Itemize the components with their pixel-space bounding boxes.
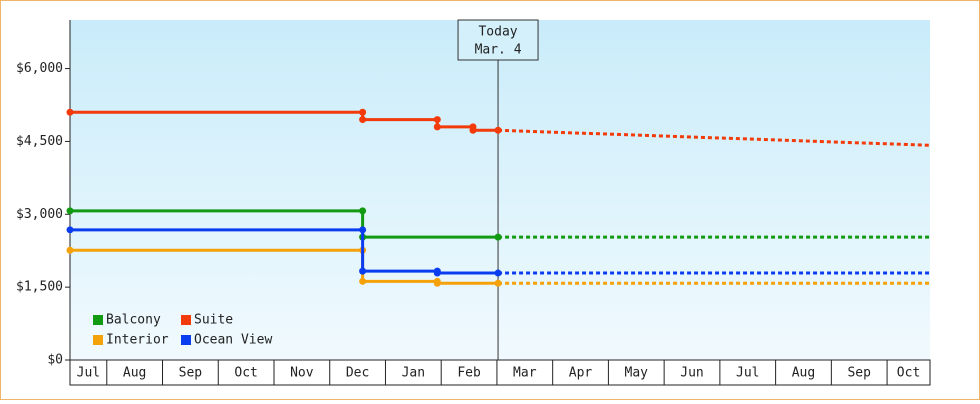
point	[469, 126, 477, 134]
x-tick-label: Dec	[346, 366, 369, 381]
x-tick-label: Jul	[736, 366, 759, 381]
x-tick-label: Oct	[234, 366, 257, 381]
x-tick-label: Aug	[123, 366, 146, 381]
x-tick-label: Jul	[77, 366, 100, 381]
legend-swatch	[93, 315, 103, 325]
legend-label: Suite	[194, 313, 233, 328]
point	[433, 269, 441, 277]
x-tick-label: May	[625, 366, 649, 381]
x-tick-label: Aug	[792, 366, 815, 381]
x-tick-label: Feb	[457, 366, 481, 381]
y-tick-label: $1,500	[16, 280, 63, 295]
point	[359, 277, 367, 285]
legend-label: Ocean View	[194, 333, 272, 348]
legend-label: Interior	[106, 333, 169, 348]
x-tick-label: Nov	[290, 366, 314, 381]
y-tick-label: $3,000	[16, 207, 63, 222]
point	[359, 207, 367, 215]
series	[66, 207, 930, 241]
point	[359, 108, 367, 116]
point	[494, 233, 502, 241]
legend-swatch	[181, 335, 191, 345]
series	[66, 226, 930, 277]
point	[494, 269, 502, 277]
x-tick-label: Jan	[402, 366, 425, 381]
y-tick-label: $4,500	[16, 134, 63, 149]
point	[66, 108, 74, 116]
point	[359, 226, 367, 234]
point	[359, 267, 367, 275]
point	[433, 279, 441, 287]
x-tick-label: Oct	[897, 366, 920, 381]
series	[66, 108, 931, 147]
legend-swatch	[93, 335, 103, 345]
point	[433, 116, 441, 124]
x-tick-label: Mar	[513, 366, 537, 381]
x-tick-label: Jun	[680, 366, 703, 381]
forecast-line	[497, 128, 931, 147]
x-tick-label: Apr	[569, 366, 593, 381]
legend-swatch	[181, 315, 191, 325]
point	[359, 116, 367, 124]
point	[66, 246, 74, 254]
point	[66, 207, 74, 215]
plot-area	[70, 20, 930, 360]
point	[494, 279, 502, 287]
y-tick-label: $0	[47, 353, 63, 368]
today-box	[457, 19, 539, 61]
point	[66, 226, 74, 234]
x-tick-label: Sep	[179, 366, 203, 381]
x-tick-label: Sep	[847, 366, 871, 381]
x-axis-box	[69, 359, 931, 386]
legend-label: Balcony	[106, 313, 161, 328]
point	[433, 123, 441, 131]
point	[494, 126, 502, 134]
y-tick-label: $6,000	[16, 61, 63, 76]
today-date: Mar. 4	[475, 43, 522, 58]
today-label: Today	[478, 25, 517, 40]
